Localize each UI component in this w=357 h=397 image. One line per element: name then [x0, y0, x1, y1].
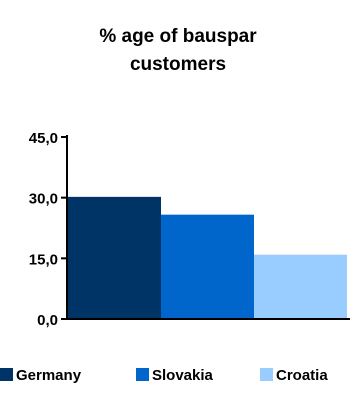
legend-label-germany: Germany: [16, 367, 82, 384]
y-tick-label: 15,0: [29, 251, 58, 268]
legend-label-croatia: Croatia: [276, 367, 328, 384]
legend-label-slovakia: Slovakia: [152, 367, 214, 384]
y-tick-label: 45,0: [29, 130, 58, 147]
legend-swatch-croatia: [260, 368, 273, 381]
chart-title: % age of bauspar customers: [99, 26, 257, 75]
y-axis: 0,0 15,0 30,0 45,0: [29, 130, 350, 329]
legend-swatch-slovakia: [136, 368, 149, 381]
bars: [68, 196, 347, 319]
chart-title-line-1: % age of bauspar: [99, 26, 257, 47]
chart-title-line-2: customers: [130, 54, 226, 75]
bar-slovakia: [161, 214, 254, 319]
y-tick-label: 0,0: [37, 312, 58, 329]
bar-germany: [68, 196, 161, 319]
y-tick-label: 30,0: [29, 191, 58, 208]
bar-croatia: [254, 254, 347, 319]
legend-swatch-germany: [0, 368, 13, 381]
legend: Germany Slovakia Croatia: [0, 367, 328, 384]
